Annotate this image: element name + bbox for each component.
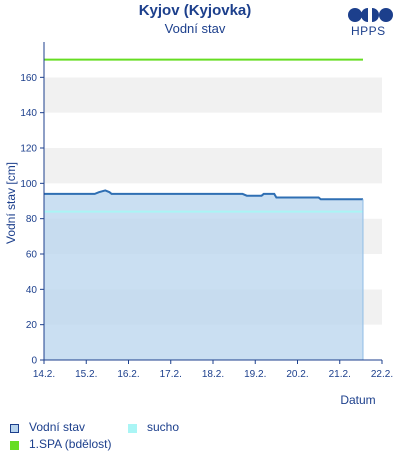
y-tick-label: 60 [26,250,38,261]
legend-label-vodni-stav: Vodní stav [29,420,86,434]
x-tick-label: 18.2. [202,369,224,380]
x-tick-label: 17.2. [160,369,182,380]
x-tick-label: 22.2. [371,369,393,380]
y-tick-label: 160 [20,73,37,84]
logo-text: HPPS [351,24,386,38]
water-level-chart: 0 20 40 60 80 100 120 140 160 14.2. 15.2. 16.2. 17.… [4,42,393,407]
x-tick-labels: 14.2. 15.2. 16.2. 17.2. 18.2. 19.2. 20.2. 21.2.… [33,369,393,380]
y-axis-label: Vodní stav [cm] [4,162,18,244]
x-tick-label: 14.2. [33,369,55,380]
chart-areas [44,190,363,360]
y-tick-label: 80 [26,214,38,225]
y-tick-label: 40 [26,285,38,296]
x-tick-label: 19.2. [244,369,266,380]
x-tick-label: 21.2. [329,369,351,380]
y-tick-label: 100 [20,179,37,190]
grid-band [44,77,382,113]
y-tick-label: 20 [26,320,38,331]
chart-lines [44,58,364,360]
legend-label-spa1: 1.SPA (bdělost) [29,437,112,451]
x-tick-label: 15.2. [75,369,97,380]
chart-subtitle: Vodní stav [164,21,226,36]
legend-swatch-spa1 [10,441,19,450]
y-tick-labels: 0 20 40 60 80 100 120 140 160 [20,73,37,367]
chart-title: Kyjov (Kyjovka) [138,2,252,19]
x-axis-label: Datum [340,393,375,407]
legend-swatch-vodni-stav [10,424,19,433]
x-tick-label: 16.2. [117,369,139,380]
water-level-line [44,189,363,201]
legend-swatch-sucho [128,424,137,433]
chart-axes [40,42,383,364]
y-tick-label: 140 [20,108,37,119]
y-tick-label: 0 [31,356,37,367]
hpps-logo-icon [348,8,393,22]
grid-band [44,112,382,148]
y-tick-label: 120 [20,144,37,155]
water-level-area [44,190,363,360]
legend-label-sucho: sucho [147,420,180,434]
x-tick-label: 20.2. [286,369,308,380]
grid-band [44,148,382,184]
